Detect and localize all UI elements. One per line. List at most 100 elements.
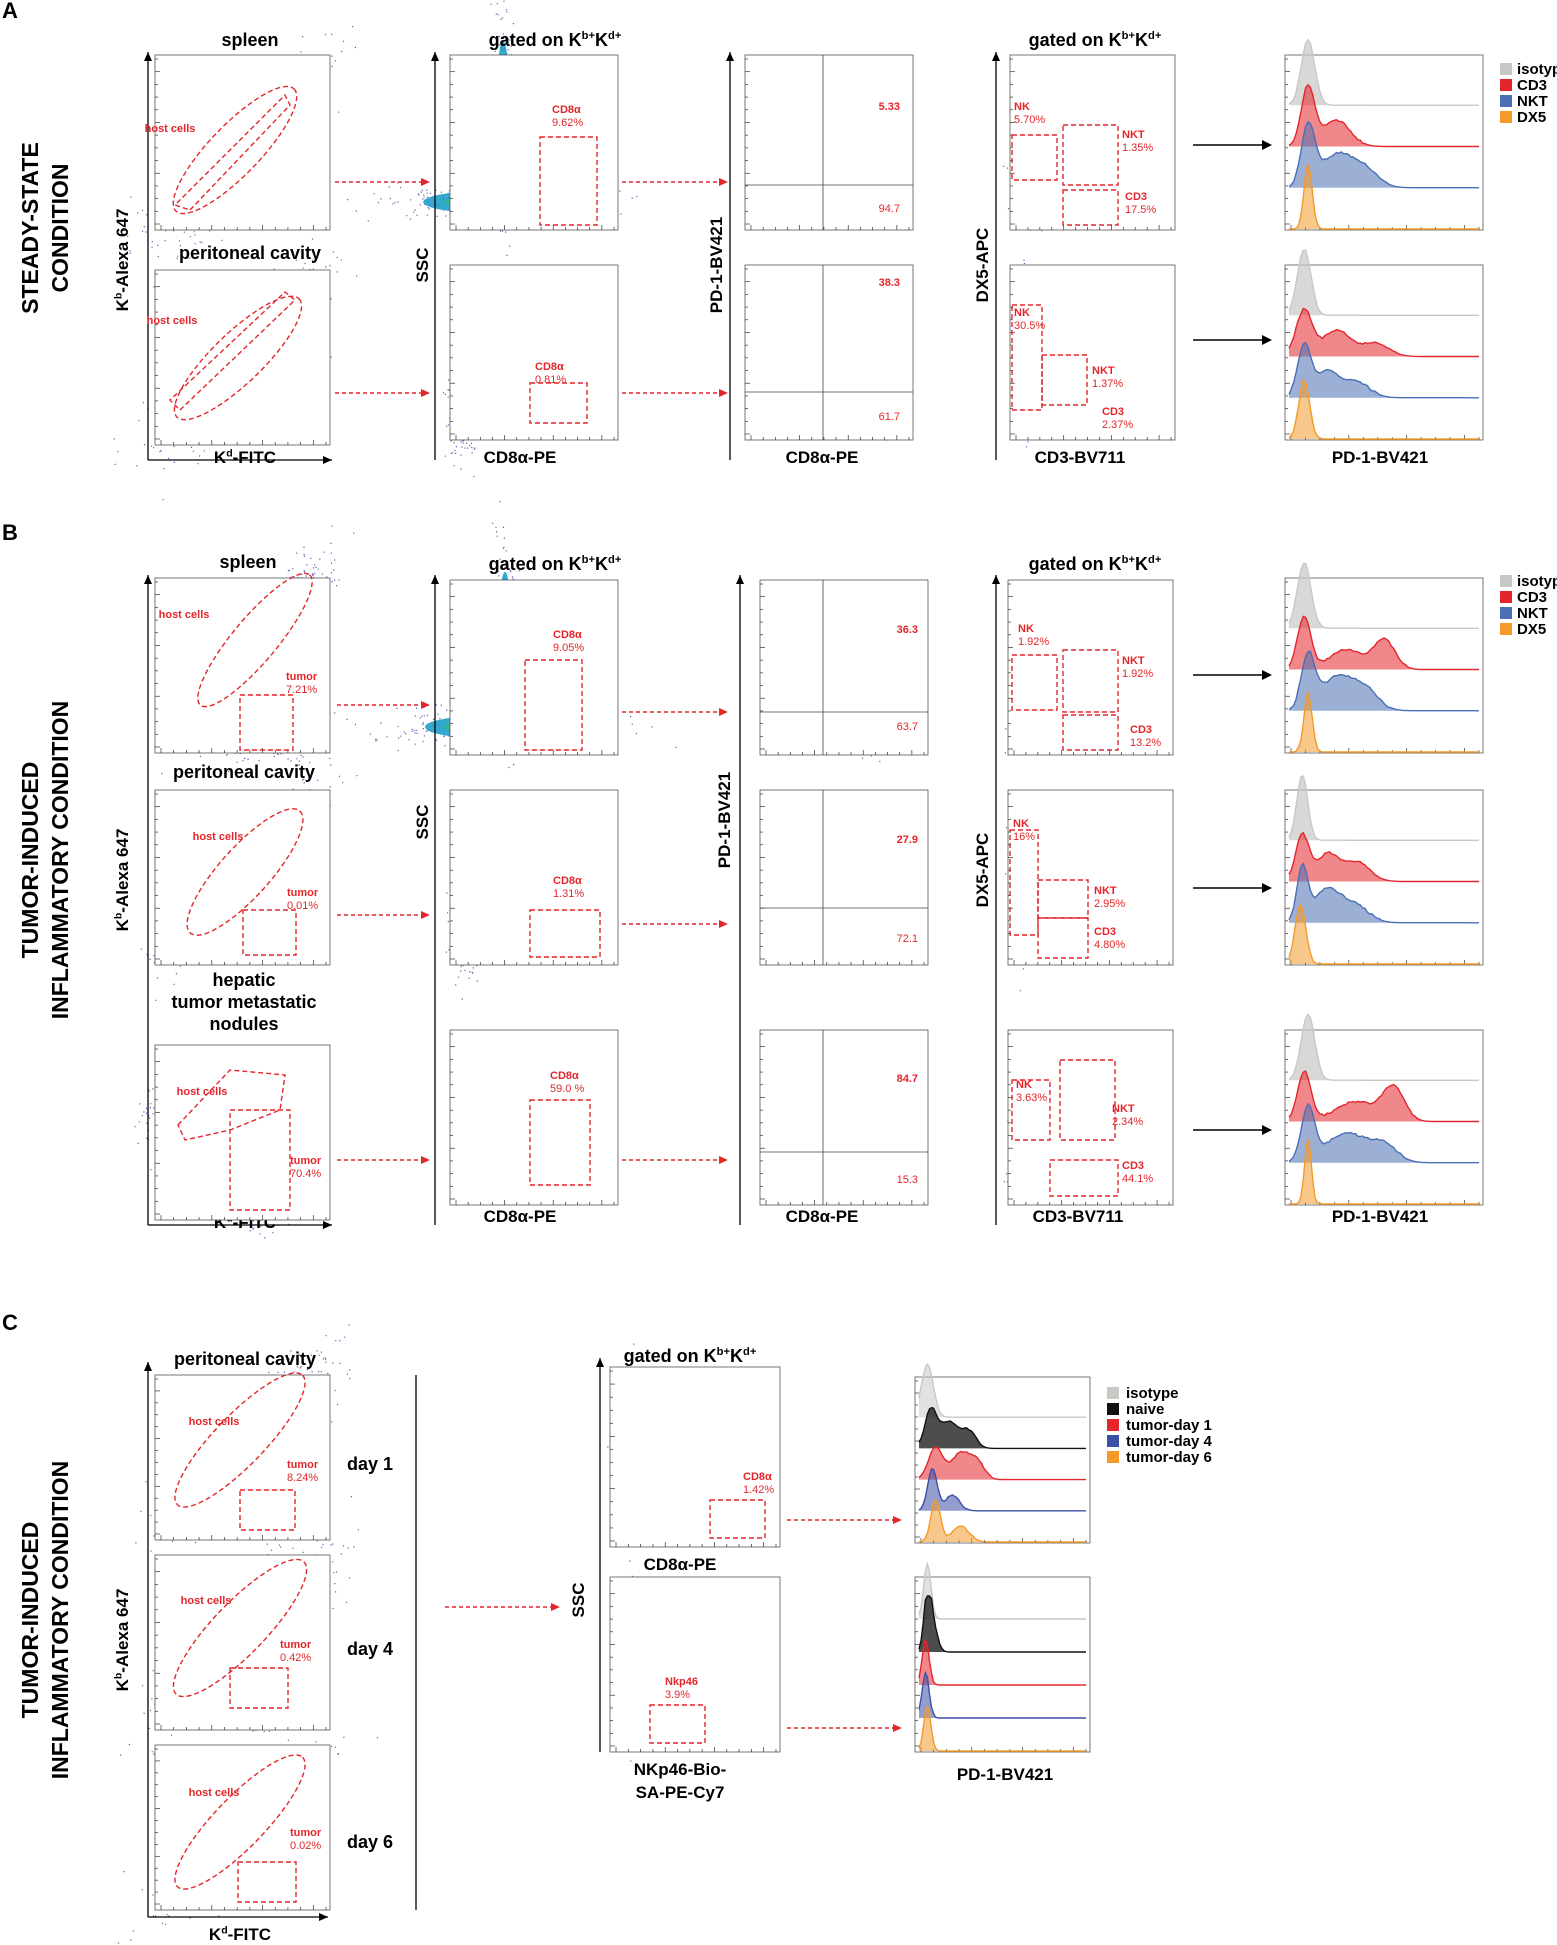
histogram-fill <box>1289 84 1479 147</box>
axis-ticks <box>450 793 615 965</box>
gate-percent: 70.4% <box>290 1168 321 1180</box>
a-nk-label-1: NK5.70% <box>1014 101 1045 126</box>
gate-name: tumor <box>287 1459 319 1471</box>
gate-percent: 17.5% <box>1125 204 1156 216</box>
b-hist-NKT <box>1288 862 1479 924</box>
gate-percent: 1.92% <box>1122 668 1153 680</box>
histogram-line <box>1288 903 1479 965</box>
a-cd8-axis-label-2: CD8α-PE <box>786 448 859 467</box>
a-dx5-plot <box>1009 54 1176 231</box>
superscript: b+ <box>717 1346 731 1358</box>
text-part: gated on K <box>624 1346 717 1366</box>
scatter-dots <box>199 679 348 773</box>
a-kbkd-plot <box>154 269 331 446</box>
b-tissue-hepatic-2: tumor metastatic <box>171 992 316 1012</box>
gate-name: tumor <box>287 887 319 899</box>
b-histogram-plot <box>1284 789 1484 966</box>
b-cd3-gate-1 <box>1062 714 1119 751</box>
a-pd1-hist-axis-label: PD-1-BV421 <box>1332 448 1428 467</box>
x-axis-arrow <box>323 1221 332 1229</box>
gate-name: CD8α <box>535 361 564 373</box>
histogram-fill <box>1289 380 1479 439</box>
a-cd3-gate-1 <box>1062 189 1119 226</box>
b-hist-DX5 <box>1288 903 1479 965</box>
histogram-fill <box>1289 250 1479 316</box>
axis-ticks <box>155 1558 327 1730</box>
legend-label: tumor-day 1 <box>1126 1417 1212 1434</box>
c-hist-tumor-day 6 <box>918 1703 1086 1752</box>
a-host-label-2: host cells <box>147 315 198 327</box>
text-part: K <box>113 1678 132 1691</box>
a-tissue-peritoneal: peritoneal cavity <box>179 243 321 263</box>
c-hist-tumor-day 1 <box>918 1446 1086 1481</box>
gate-percent: 0.02% <box>290 1840 321 1852</box>
c-nkp46-gate <box>649 1704 706 1744</box>
a-hist-NKT <box>1288 341 1479 399</box>
gate-name: CD3 <box>1130 724 1152 736</box>
gating-arrowhead <box>421 911 430 919</box>
y-axis-arrow <box>736 575 744 584</box>
b-hist-NKT <box>1288 1102 1479 1164</box>
legend-label: DX5 <box>1517 109 1546 126</box>
a-legend: isotypeCD3NKTDX5 <box>1500 61 1557 126</box>
panel-letter-b: B <box>2 520 18 545</box>
gate-percent: 3.9% <box>665 1689 690 1701</box>
histogram-fill <box>919 1447 1086 1480</box>
x-axis-arrow <box>323 456 332 464</box>
a-quad-lower-1: 94.7 <box>879 203 900 215</box>
b-nk-label-1: NK1.92% <box>1018 623 1049 648</box>
y-axis-arrow <box>431 575 439 584</box>
gate-name: CD3 <box>1122 1160 1144 1172</box>
histogram-fill <box>1289 1139 1479 1204</box>
b-pd1-axis-label: PD-1-BV421 <box>715 772 734 868</box>
histogram-line <box>1288 862 1479 924</box>
legend-swatch <box>1500 95 1512 107</box>
legend-label: naive <box>1126 1401 1164 1418</box>
legend-swatch <box>1500 79 1512 91</box>
histogram-line <box>918 1637 1086 1686</box>
gate-name: tumor <box>290 1827 322 1839</box>
gate-name: Nkp46 <box>665 1676 698 1688</box>
histogram-fill <box>1289 651 1479 711</box>
c-hist-isotype <box>918 1560 1086 1620</box>
c-tissue-peritoneal: peritoneal cavity <box>174 1349 316 1369</box>
histogram-fill <box>1289 1014 1479 1081</box>
gate-percent: 0.81% <box>535 374 566 386</box>
histogram-fill <box>1289 342 1479 398</box>
c-tumor-gate-3 <box>237 1861 297 1903</box>
text-part: -FITC <box>228 1925 271 1944</box>
text-part: gated on K <box>1029 554 1122 574</box>
superscript: b <box>113 293 125 299</box>
axis-ticks <box>745 58 910 230</box>
c-hist-tumor-day 1 <box>918 1637 1086 1686</box>
a-quad-lower-2: 61.7 <box>879 411 900 423</box>
histogram-line <box>918 1362 1086 1418</box>
a-dx5-plot <box>1009 264 1176 441</box>
y-axis-arrow <box>992 575 1000 584</box>
c-ssc-label: SSC <box>569 1583 588 1618</box>
histogram-line <box>1288 562 1479 629</box>
histogram-line <box>1288 378 1479 440</box>
gate-name: CD3 <box>1125 191 1147 203</box>
a-hist-DX5 <box>1288 378 1479 440</box>
a-kb-axis-label: Kb-Alexa 647 <box>113 209 132 312</box>
b-hist-CD3 <box>1288 831 1479 883</box>
histogram-line <box>1288 615 1479 671</box>
gate-name: NK <box>1014 307 1030 319</box>
b-ssc-plot <box>449 1029 619 1206</box>
text-part: K <box>730 1346 743 1366</box>
superscript: d+ <box>608 554 622 566</box>
a-host-gate-pc <box>173 295 303 421</box>
gate-percent: 59.0 % <box>550 1083 584 1095</box>
gate-percent: 9.05% <box>553 642 584 654</box>
superscript: b+ <box>1122 554 1136 566</box>
histogram-line <box>1288 1013 1479 1081</box>
histogram-line <box>918 1703 1086 1752</box>
c-histogram-plot <box>914 1576 1091 1753</box>
b-quad-lower-1: 63.7 <box>897 721 918 733</box>
gating-arrowhead <box>719 920 728 928</box>
